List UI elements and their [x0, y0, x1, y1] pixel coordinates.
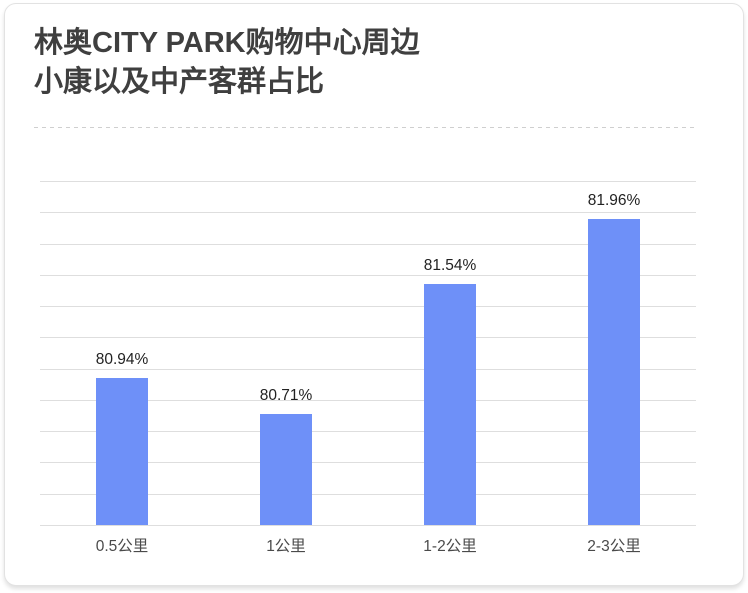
- x-axis-label: 2-3公里: [587, 538, 641, 555]
- bar-chart-plot-area: 80.94% 80.71% 81.54% 81.96%: [40, 181, 696, 526]
- x-axis-label: 0.5公里: [95, 538, 149, 555]
- bar-slot: 81.96%: [532, 181, 696, 525]
- x-axis-label: 1公里: [266, 538, 306, 555]
- bar: [424, 284, 476, 525]
- bar-value-label: 80.71%: [259, 386, 313, 404]
- gridline: [40, 181, 696, 182]
- bar-value-label: 80.94%: [95, 351, 149, 369]
- gridline: [40, 212, 696, 214]
- gridline: [40, 274, 696, 276]
- bar-value-label: 81.96%: [587, 191, 641, 209]
- gridline: [40, 243, 696, 245]
- title-line-2: 小康以及中产客群占比: [34, 66, 325, 98]
- bar-slot: 80.71%: [204, 181, 368, 525]
- gridline: [40, 431, 696, 433]
- gridline: [40, 462, 696, 464]
- gridline: [40, 306, 696, 308]
- bar: [260, 413, 312, 525]
- bar-value-label: 81.54%: [423, 257, 477, 275]
- gridline: [40, 337, 696, 339]
- gridline: [40, 493, 696, 495]
- title-separator: [34, 127, 698, 128]
- gridline: [40, 368, 696, 370]
- title-line-1: 林奥CITY PARK购物中心周边: [34, 27, 420, 59]
- bar: [96, 378, 148, 525]
- page-title: 林奥CITY PARK购物中心周边 小康以及中产客群占比: [34, 24, 703, 102]
- bar: [588, 218, 640, 525]
- x-axis-baseline: [40, 525, 696, 526]
- gridline: [40, 399, 696, 401]
- x-axis-label: 1-2公里: [423, 538, 477, 555]
- bar-slot: 80.94%: [40, 181, 204, 525]
- x-axis-labels: 0.5公里 1公里 1-2公里 2-3公里: [40, 534, 696, 556]
- chart-card: 林奥CITY PARK购物中心周边 小康以及中产客群占比 80.94% 80.71…: [4, 3, 744, 586]
- bar-slot: 81.54%: [368, 181, 532, 525]
